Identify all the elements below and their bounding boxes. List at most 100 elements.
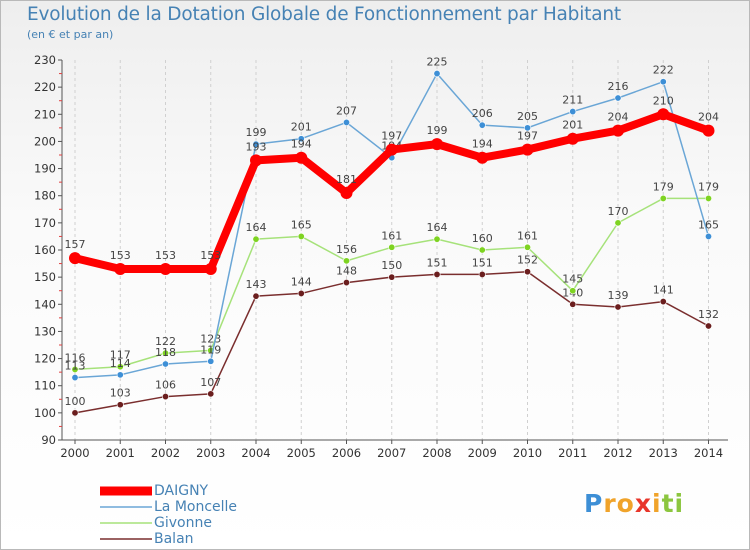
data-label: 170 <box>608 205 629 218</box>
data-point <box>159 263 172 275</box>
x-tick-label: 2004 <box>241 446 270 460</box>
data-label: 144 <box>291 275 312 288</box>
data-point <box>433 270 441 278</box>
data-point <box>71 374 79 382</box>
y-tick-label: 140 <box>34 297 56 311</box>
legend-label: DAIGNY <box>154 483 209 499</box>
data-label: 148 <box>336 265 357 278</box>
data-label: 151 <box>427 256 448 269</box>
chart-title: Evolution de la Dotation Globale de Fonc… <box>27 4 621 25</box>
x-tick-label: 2011 <box>558 446 587 460</box>
data-point <box>252 140 260 148</box>
y-tick-label: 190 <box>34 162 56 176</box>
data-point <box>162 360 170 368</box>
data-label: 153 <box>155 249 176 262</box>
data-label: 193 <box>246 140 267 153</box>
data-label: 157 <box>65 238 86 251</box>
y-tick-label: 120 <box>34 352 56 366</box>
data-label: 161 <box>517 229 538 242</box>
legend-label: Givonne <box>154 515 212 531</box>
data-label: 204 <box>608 111 629 124</box>
data-label: 117 <box>110 349 131 362</box>
y-tick-label: 90 <box>41 433 56 447</box>
data-point <box>297 232 305 240</box>
data-label: 118 <box>155 346 176 359</box>
data-label: 194 <box>291 138 312 151</box>
data-point <box>388 273 396 281</box>
data-point <box>297 289 305 297</box>
data-point <box>523 124 531 132</box>
data-point <box>614 94 622 102</box>
x-tick-label: 2012 <box>603 446 632 460</box>
data-point <box>342 118 350 126</box>
data-label: 164 <box>427 221 448 234</box>
data-label: 113 <box>65 360 86 373</box>
data-point <box>431 138 443 151</box>
data-point <box>342 279 350 287</box>
y-tick-label: 110 <box>34 379 56 393</box>
data-label: 197 <box>381 130 402 143</box>
data-label: 145 <box>562 273 583 286</box>
data-label: 103 <box>110 387 131 400</box>
data-point <box>569 287 577 295</box>
data-point <box>704 232 712 240</box>
data-point <box>523 243 531 251</box>
x-tick-label: 2010 <box>513 446 542 460</box>
y-tick-label: 230 <box>34 53 56 67</box>
data-point <box>116 371 124 379</box>
data-label: 107 <box>200 376 221 389</box>
y-tick-label: 170 <box>34 216 56 230</box>
data-point <box>659 298 667 306</box>
data-label: 201 <box>291 121 312 134</box>
data-point <box>297 135 305 143</box>
data-point <box>569 108 577 116</box>
data-point <box>162 349 170 357</box>
data-point <box>207 357 215 365</box>
y-tick-label: 220 <box>34 80 56 94</box>
x-tick-label: 2003 <box>196 446 225 460</box>
chart-subtitle: (en € et par an) <box>27 28 114 41</box>
x-tick-label: 2009 <box>468 446 497 460</box>
data-label: 165 <box>291 218 312 231</box>
data-label: 164 <box>246 221 267 234</box>
data-point <box>207 390 215 398</box>
data-label: 222 <box>653 64 674 77</box>
x-tick-label: 2002 <box>151 446 180 460</box>
y-tick-label: 160 <box>34 243 56 257</box>
data-point <box>659 78 667 86</box>
x-tick-label: 2006 <box>332 446 361 460</box>
data-point <box>204 263 217 275</box>
data-label: 210 <box>653 94 674 107</box>
data-point <box>433 70 441 78</box>
data-label: 225 <box>427 56 448 69</box>
data-point <box>478 246 486 254</box>
data-point <box>340 187 353 199</box>
data-label: 141 <box>653 284 674 297</box>
data-label: 199 <box>246 126 267 139</box>
data-label: 119 <box>200 343 221 356</box>
data-point <box>69 252 81 265</box>
data-point <box>569 300 577 308</box>
data-label: 197 <box>517 130 538 143</box>
data-label: 122 <box>155 335 176 348</box>
data-point <box>295 151 308 164</box>
x-tick-label: 2014 <box>694 446 723 460</box>
y-tick-label: 100 <box>34 406 56 420</box>
data-point <box>478 270 486 278</box>
y-tick-label: 200 <box>34 134 56 148</box>
data-point <box>116 363 124 371</box>
data-point <box>71 409 79 417</box>
y-tick-label: 210 <box>34 107 56 121</box>
data-point <box>657 108 670 121</box>
data-point <box>614 303 622 311</box>
data-label: 116 <box>65 351 86 364</box>
data-point <box>612 124 624 137</box>
data-label: 156 <box>336 243 357 256</box>
data-label: 179 <box>698 180 719 193</box>
x-tick-label: 2005 <box>287 446 316 460</box>
data-point <box>566 132 579 145</box>
data-point <box>388 243 396 251</box>
data-label: 151 <box>472 256 493 269</box>
